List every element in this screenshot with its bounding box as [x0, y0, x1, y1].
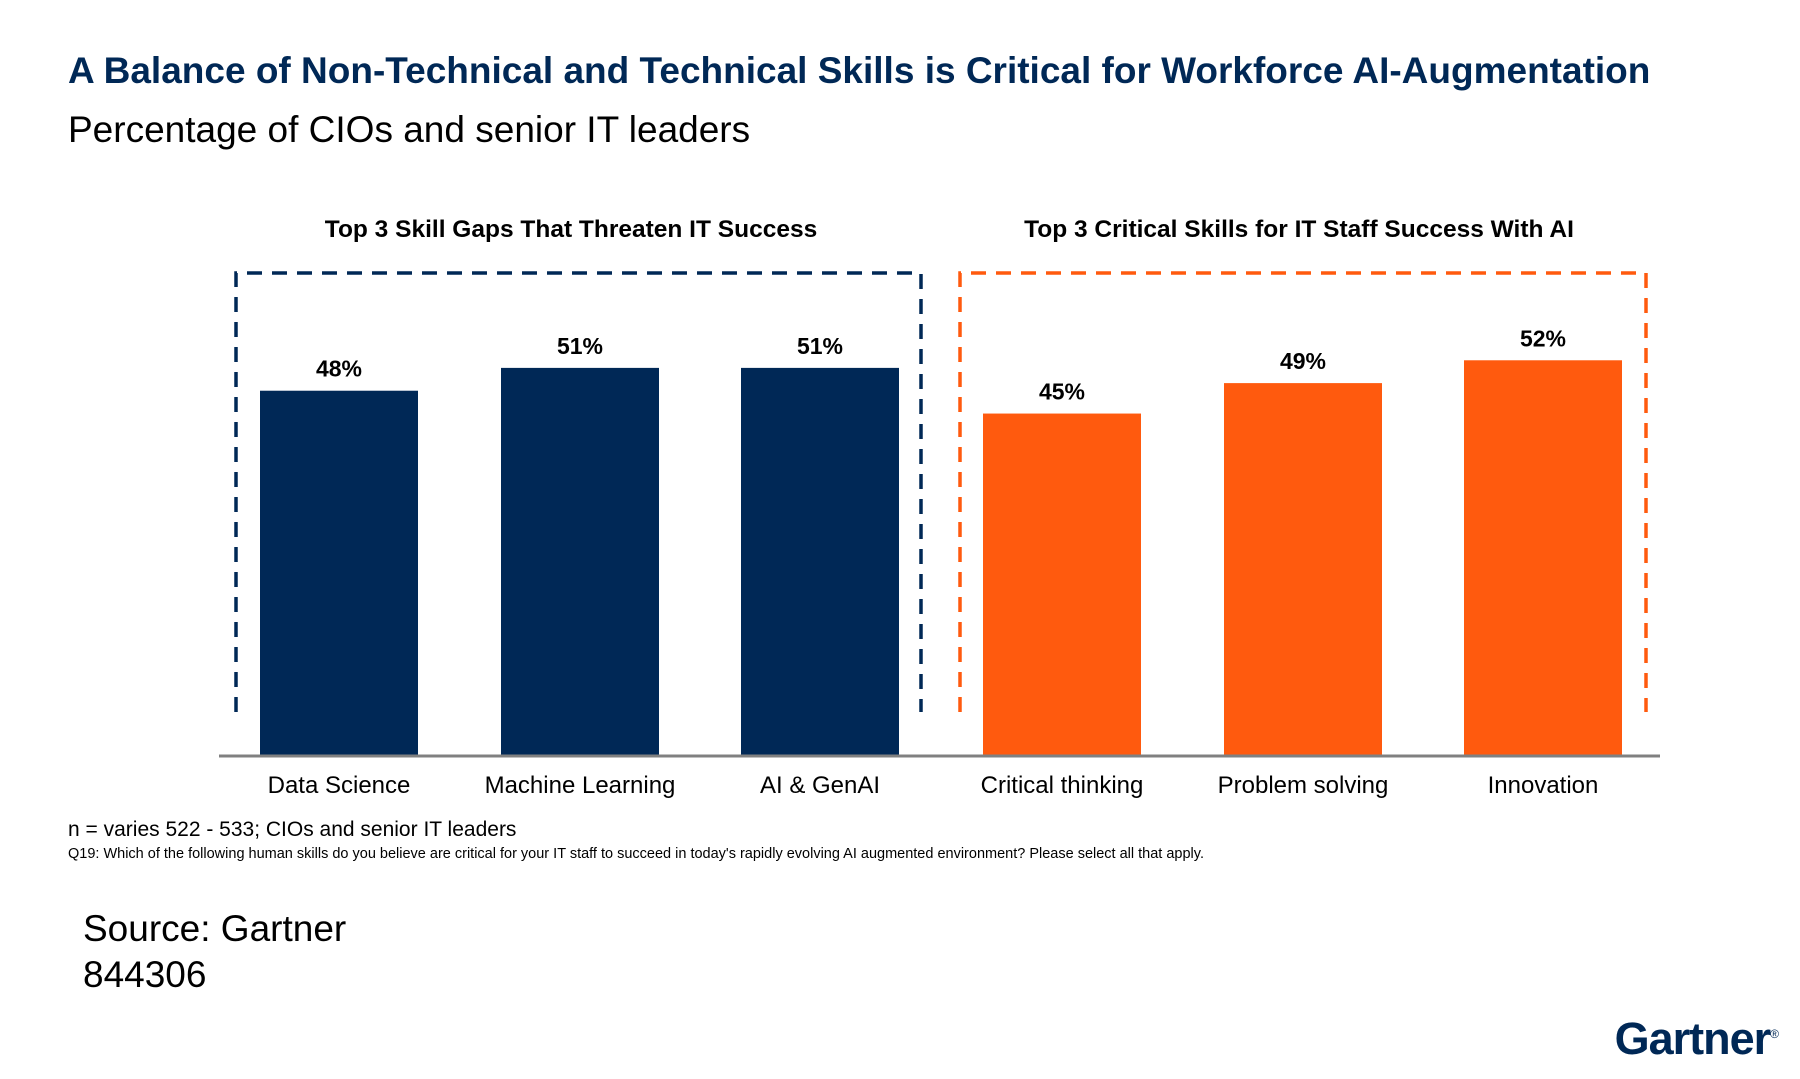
group-title-1: Top 3 Skill Gaps That Threaten IT Succes… — [325, 216, 817, 243]
bar-value-label: 45% — [1039, 379, 1085, 405]
footnote-sample-size: n = varies 522 - 533; CIOs and senior IT… — [68, 818, 517, 841]
brand-registered-mark: ® — [1770, 1027, 1779, 1041]
source-label: Source: Gartner — [83, 908, 347, 949]
category-label: Problem solving — [1218, 772, 1389, 799]
bar — [741, 367, 899, 756]
group-frame-1 — [234, 271, 923, 712]
bar-value-label: 52% — [1520, 325, 1566, 351]
category-label: Innovation — [1488, 772, 1599, 799]
gartner-logo: Gartner® — [1614, 1013, 1779, 1065]
category-label: Critical thinking — [981, 772, 1144, 799]
group-frame-2 — [958, 271, 1648, 712]
brand-name: Gartner — [1614, 1013, 1772, 1064]
source-block: Source: Gartner 844306 — [83, 906, 346, 998]
category-label: Machine Learning — [485, 772, 676, 799]
bar — [1464, 360, 1622, 756]
bar — [983, 413, 1141, 756]
bar-value-label: 48% — [316, 356, 362, 382]
footnote-question: Q19: Which of the following human skills… — [68, 846, 1204, 862]
category-label: AI & GenAI — [760, 772, 880, 799]
chart-title: A Balance of Non-Technical and Technical… — [68, 50, 1651, 91]
bar-chart: Top 3 Skill Gaps That Threaten IT Succes… — [219, 216, 1660, 799]
bar-value-label: 51% — [557, 333, 603, 359]
category-label: Data Science — [268, 772, 411, 799]
bar — [260, 390, 418, 756]
chart-subtitle: Percentage of CIOs and senior IT leaders — [68, 109, 751, 150]
bar — [1224, 383, 1382, 756]
bar-value-label: 49% — [1280, 348, 1326, 374]
group-title-2: Top 3 Critical Skills for IT Staff Succe… — [1024, 216, 1574, 243]
source-id: 844306 — [83, 954, 207, 995]
bar — [501, 367, 659, 756]
bar-value-label: 51% — [797, 333, 843, 359]
